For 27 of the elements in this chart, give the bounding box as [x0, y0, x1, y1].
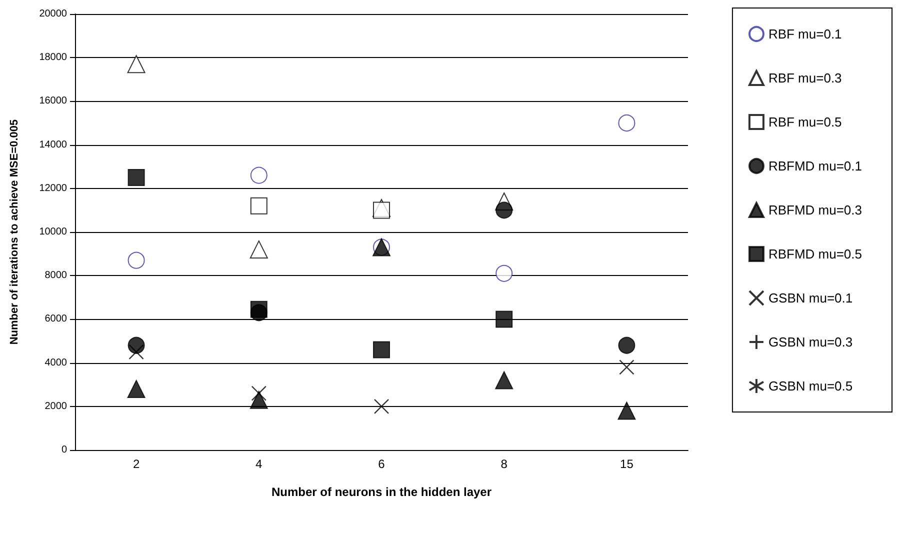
y-tick-label: 16000	[39, 96, 68, 107]
x-tick-label: 15	[620, 457, 634, 471]
y-tick-label: 18000	[39, 52, 68, 64]
y-tick-label: 4000	[44, 357, 68, 368]
y-tick-label: 14000	[39, 139, 68, 150]
x-tick-label: 6	[378, 457, 386, 471]
y-tick-label: 12000	[39, 182, 68, 194]
legend-label: RBF mu=0.3	[768, 70, 842, 86]
legend-label: GSBN mu=0.1	[768, 290, 853, 306]
legend-label: RBFMD mu=0.1	[768, 158, 862, 174]
legend-label: RBF mu=0.5	[768, 114, 842, 130]
y-tick-label: 10000	[39, 226, 68, 238]
x-tick-label: 8	[500, 457, 508, 471]
x-tick-label: 4	[256, 457, 263, 471]
y-tick-label: 8000	[44, 270, 68, 282]
y-tick-label: 6000	[44, 314, 68, 325]
y-tick-label: 0	[61, 444, 68, 456]
y-tick-label: 20000	[39, 8, 68, 20]
legend-label: RBFMD mu=0.5	[768, 246, 862, 262]
legend-label: RBF mu=0.1	[768, 26, 842, 42]
legend-label: RBFMD mu=0.3	[768, 202, 862, 218]
x-axis-title: Number of neurons in the hidden layer	[271, 485, 492, 499]
legend-label: GSBN mu=0.3	[768, 334, 853, 350]
x-tick-label: 2	[132, 457, 140, 471]
legend-label: GSBN mu=0.5	[768, 378, 853, 394]
y-axis-title: Number of iterations to achieve MSE=0.005	[8, 119, 20, 345]
y-tick-label: 2000	[44, 400, 68, 412]
